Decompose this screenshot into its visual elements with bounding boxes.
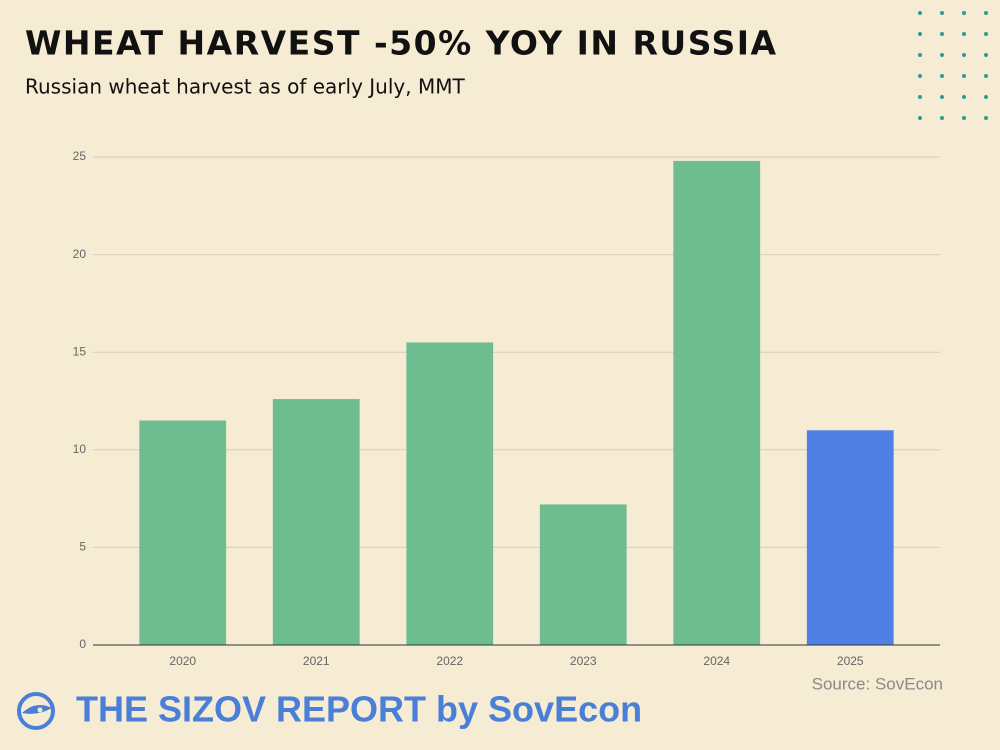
decor-dot [984,53,988,57]
decor-dot [940,11,944,15]
bar [139,420,227,645]
decor-dot [918,53,922,57]
decor-dot [962,74,966,78]
brand: THE SIZOV REPORT by SovEcon [76,689,642,730]
decor-dot [918,11,922,15]
decor-dot [962,53,966,57]
bar [539,504,627,645]
decor-dot [984,116,988,120]
decor-dot [918,95,922,99]
decor-dot [918,116,922,120]
bar [406,342,494,645]
decor-dot [918,74,922,78]
chart-title: WHEAT HARVEST -50% YOY IN RUSSIA [25,24,778,63]
decor-dot [962,11,966,15]
y-tick-label: 15 [73,344,87,358]
bar [806,430,894,645]
decor-dot [918,32,922,36]
decor-dot [962,95,966,99]
x-tick-label: 2021 [303,654,330,668]
y-tick-label: 0 [79,637,86,651]
logo [17,692,55,730]
decor-dot [962,116,966,120]
x-tick-label: 2025 [837,654,864,668]
bar [272,399,360,645]
x-tick-label: 2023 [570,654,597,668]
decor-dot [940,95,944,99]
decor-dot [984,74,988,78]
x-tick-label: 2020 [169,654,196,668]
decor-dot [984,32,988,36]
decor-dot [940,116,944,120]
x-tick-label: 2022 [436,654,463,668]
bar [673,160,761,646]
decor-dot [962,32,966,36]
chart-subtitle: Russian wheat harvest as of early July, … [25,75,465,99]
y-tick-label: 25 [73,149,87,163]
decor-dot [984,95,988,99]
source: Source: SovEcon [812,674,943,693]
x-tick-label: 2024 [703,654,730,668]
decor-dot [940,74,944,78]
y-tick-label: 20 [73,247,87,261]
y-tick-label: 10 [73,442,87,456]
decor-dot [940,53,944,57]
y-tick-label: 5 [79,540,86,554]
decor-dot [940,32,944,36]
decor-dot [984,11,988,15]
